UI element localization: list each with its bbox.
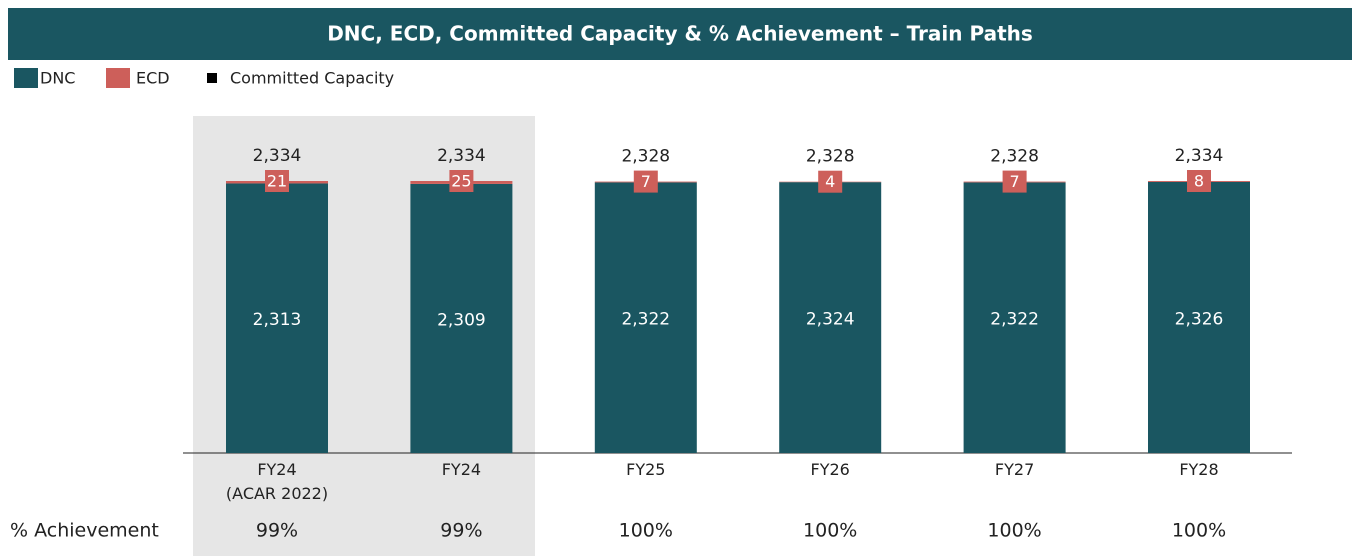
dnc-bar	[226, 183, 328, 453]
legend-swatch	[207, 73, 217, 83]
legend-label: Committed Capacity	[230, 69, 394, 88]
legend-swatch	[106, 68, 130, 88]
legend-label: ECD	[136, 69, 170, 88]
achievement-value: 100%	[619, 520, 673, 542]
x-tick-label: FY26	[810, 460, 850, 479]
ecd-label-box	[1187, 169, 1211, 192]
committed-capacity-label: 2,334	[1175, 146, 1224, 166]
dnc-bar	[594, 182, 697, 453]
ecd-label-box	[1002, 170, 1027, 193]
ecd-label-box	[265, 169, 289, 192]
title-bar	[8, 8, 1352, 60]
ecd-value-label: 21	[267, 171, 287, 190]
achievement-value: 100%	[1172, 520, 1226, 542]
dnc-bar	[1148, 181, 1250, 454]
ecd-value-label: 25	[451, 171, 471, 190]
x-tick-label: FY24 (ACAR 2022)	[225, 460, 329, 503]
dnc-value-label: 2,324	[806, 310, 855, 330]
achievement-label: % Achievement	[10, 520, 159, 542]
legend-swatch	[14, 68, 38, 88]
committed-capacity-label: 2,328	[621, 147, 670, 167]
committed-capacity-label: 2,334	[437, 146, 486, 166]
ecd-label-box	[633, 170, 658, 193]
dnc-value-label: 2,322	[621, 310, 670, 330]
ecd-label-box	[818, 170, 843, 193]
committed-capacity-label: 2,334	[253, 146, 302, 166]
legend-label: DNC	[40, 69, 75, 88]
dnc-bar	[779, 182, 882, 453]
ecd-label-box	[449, 169, 474, 192]
dnc-bar	[963, 182, 1066, 453]
achievement-value: 100%	[803, 520, 857, 542]
achievement-value: 100%	[987, 520, 1041, 542]
dnc-value-label: 2,313	[253, 310, 302, 330]
committed-capacity-label: 2,328	[806, 147, 855, 167]
ecd-value-label: 7	[641, 172, 651, 191]
x-tick-label: FY24	[441, 460, 482, 479]
ecd-value-label: 8	[1194, 171, 1204, 190]
x-tick-label: FY25	[626, 460, 666, 479]
dnc-value-label: 2,322	[990, 310, 1039, 330]
committed-capacity-label: 2,328	[990, 147, 1039, 167]
x-tick-label: FY27	[994, 460, 1035, 479]
chart-title: DNC, ECD, Committed Capacity & % Achieve…	[327, 22, 1033, 46]
achievement-value: 99%	[440, 520, 482, 542]
dnc-value-label: 2,326	[1175, 309, 1224, 329]
achievement-value: 99%	[256, 520, 298, 542]
ecd-value-label: 4	[825, 172, 835, 191]
dnc-value-label: 2,309	[437, 310, 486, 330]
ecd-value-label: 7	[1010, 172, 1020, 191]
x-tick-label: FY28	[1179, 460, 1219, 479]
dnc-bar	[410, 183, 513, 453]
